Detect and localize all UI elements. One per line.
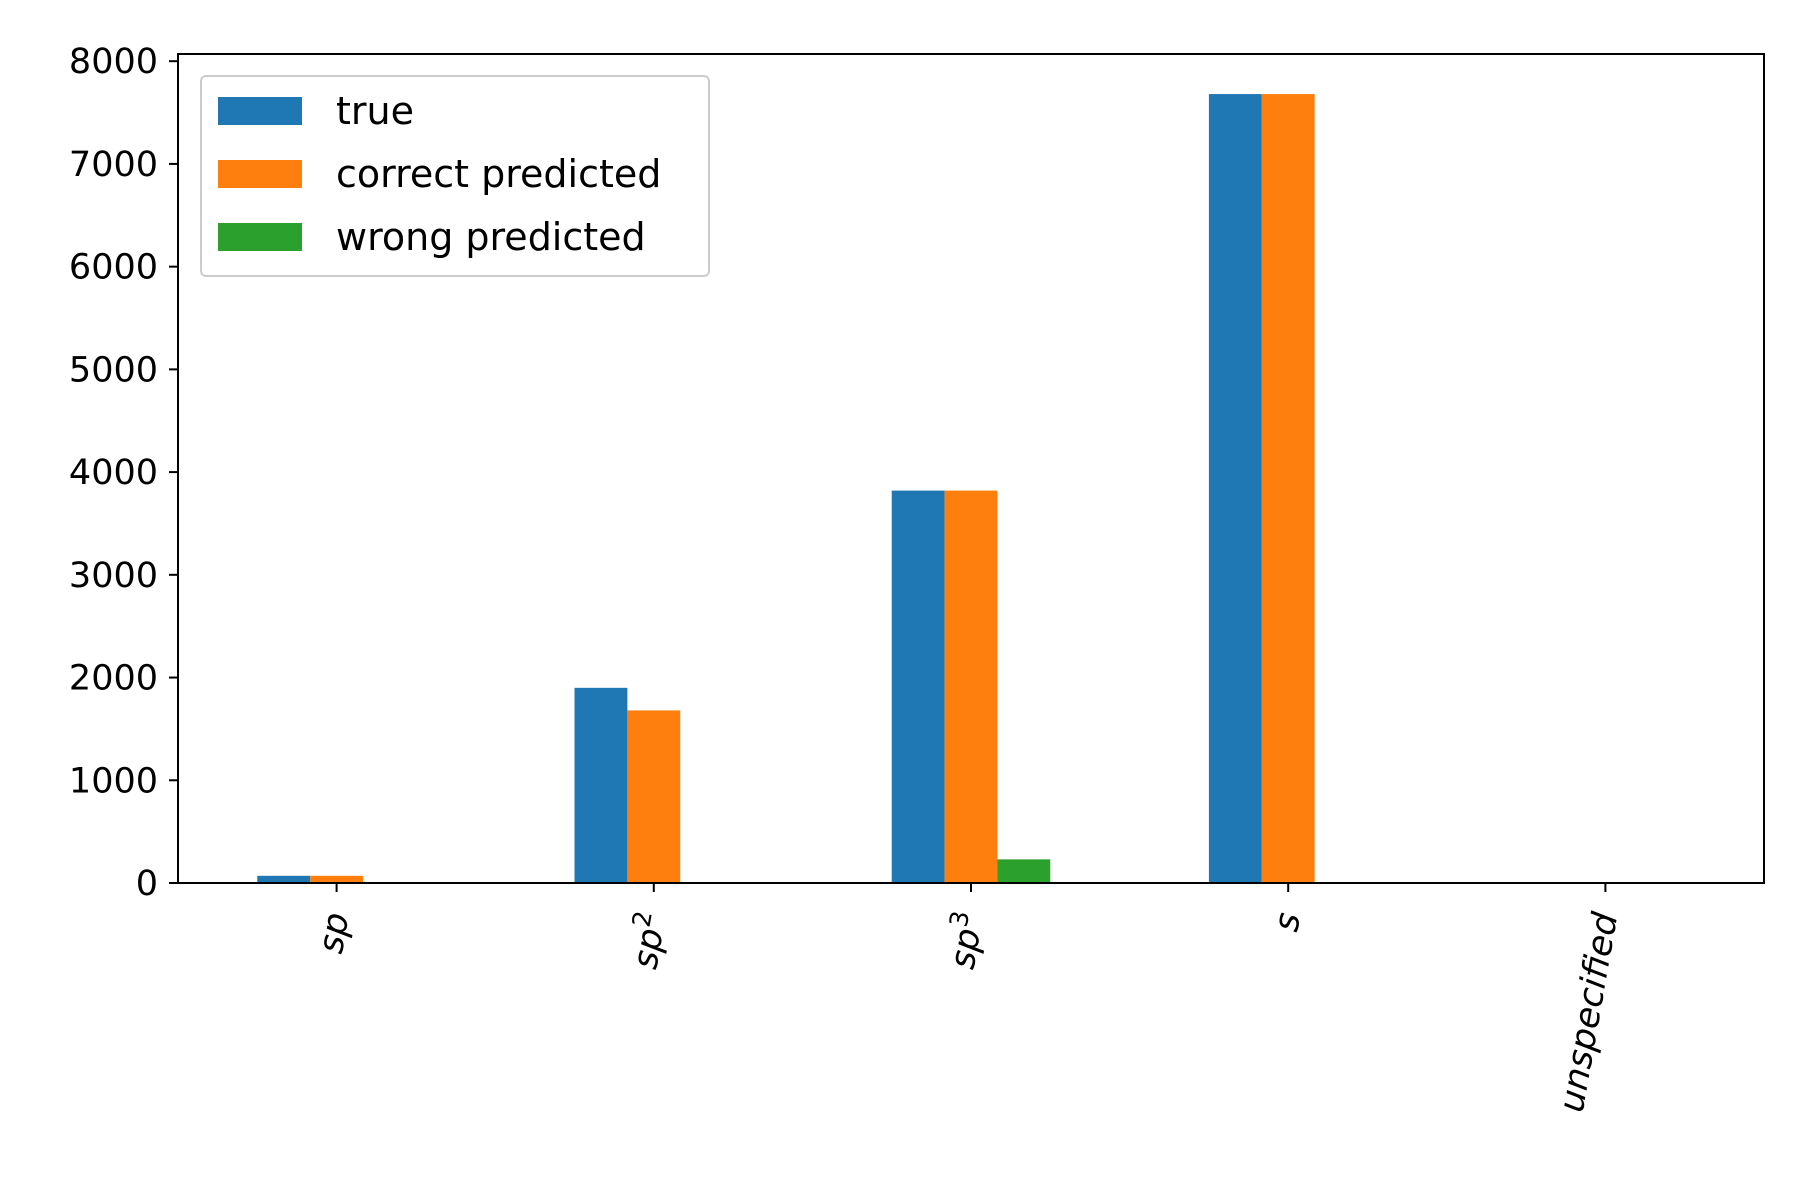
x-tick-label: sp: [311, 910, 357, 957]
legend-swatch-correct-predicted: [218, 160, 302, 188]
y-axis: 0 1000 2000 3000 4000 5000 6000 7000 8000: [69, 42, 178, 904]
x-axis: sp sp2 sp3 s unspecified: [311, 883, 1626, 1115]
x-tick-label: s: [1267, 910, 1310, 935]
bar-correct-predicted-0: [310, 875, 364, 883]
legend-box: [200, 75, 710, 277]
bars: [257, 94, 1315, 884]
y-tick-label: 7000: [69, 145, 158, 185]
y-tick-label: 8000: [69, 42, 158, 82]
legend-label: correct predicted: [336, 152, 661, 196]
bar-wrong-predicted-2: [997, 859, 1051, 883]
y-tick-label: 5000: [69, 350, 158, 390]
y-tick-label: 6000: [69, 248, 158, 288]
legend-swatch-wrong-predicted: [218, 223, 302, 251]
bar-true-1: [574, 687, 628, 883]
bar-true-0: [257, 875, 311, 883]
legend: true correct predicted wrong predicted: [200, 75, 710, 277]
bar-true-3: [1208, 94, 1262, 884]
bar-true-2: [891, 490, 945, 883]
y-tick-label: 3000: [69, 556, 158, 596]
x-tick-label: sp3: [937, 909, 992, 972]
legend-swatch-true: [218, 97, 302, 125]
bar-correct-predicted-1: [627, 710, 681, 883]
y-tick-label: 4000: [69, 453, 158, 493]
y-tick-label: 1000: [69, 761, 158, 801]
y-tick-label: 0: [136, 864, 158, 904]
x-tick-label: sp2: [620, 909, 675, 972]
legend-label: true: [336, 89, 414, 133]
x-tick-label: unspecified: [1552, 909, 1627, 1115]
legend-label: wrong predicted: [336, 215, 646, 259]
y-tick-label: 2000: [69, 659, 158, 699]
bar-correct-predicted-2: [944, 490, 998, 883]
bar-correct-predicted-3: [1261, 94, 1315, 884]
